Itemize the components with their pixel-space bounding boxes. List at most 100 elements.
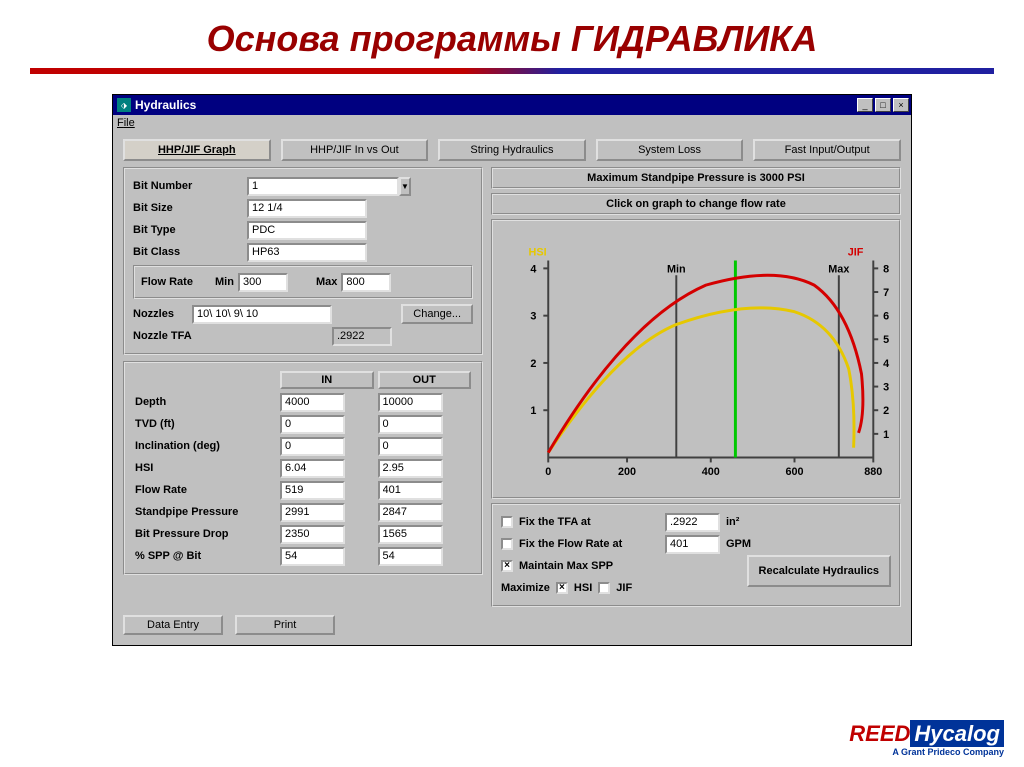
flow-max-label: Max <box>316 276 337 288</box>
chart-panel[interactable]: 1234 12345678 0200400600880 Min Max <box>491 219 901 499</box>
svg-text:7: 7 <box>883 287 889 299</box>
fix-tfa-unit: in² <box>726 516 739 528</box>
nozzle-tfa-value <box>332 327 392 346</box>
fix-flow-label: Fix the Flow Rate at <box>519 538 659 550</box>
titlebar: ⬗ Hydraulics _ □ × <box>113 95 911 115</box>
click-graph-info: Click on graph to change flow rate <box>491 193 901 215</box>
minimize-button[interactable]: _ <box>857 98 873 112</box>
bit-number-value[interactable] <box>247 177 399 196</box>
out-value[interactable] <box>378 459 443 478</box>
logo-subtitle: A Grant Prideco Company <box>849 747 1004 757</box>
tab-string-hydraulics[interactable]: String Hydraulics <box>438 139 586 161</box>
menu-file[interactable]: File <box>117 117 135 129</box>
out-header: OUT <box>376 369 474 391</box>
svg-text:JIF: JIF <box>848 247 864 259</box>
svg-text:HSI: HSI <box>529 247 547 259</box>
menubar: File <box>113 115 911 131</box>
row-label: Inclination (deg) <box>133 435 278 457</box>
footer-logo: REEDHycalog A Grant Prideco Company <box>849 721 1004 757</box>
maximize-label: Maximize <box>501 582 550 594</box>
divider <box>30 68 994 74</box>
fix-tfa-checkbox[interactable] <box>501 516 513 528</box>
fix-tfa-label: Fix the TFA at <box>519 516 659 528</box>
hhp-jif-chart[interactable]: 1234 12345678 0200400600880 Min Max <box>499 227 893 491</box>
maintain-spp-checkbox[interactable]: × <box>501 560 513 572</box>
svg-text:200: 200 <box>618 466 636 478</box>
svg-text:1: 1 <box>883 429 889 441</box>
svg-text:400: 400 <box>702 466 720 478</box>
data-entry-button[interactable]: Data Entry <box>123 615 223 635</box>
out-value[interactable] <box>378 393 443 412</box>
in-value[interactable] <box>280 503 345 522</box>
flow-min-input[interactable] <box>238 273 288 292</box>
bit-class-input[interactable] <box>247 243 367 262</box>
svg-text:3: 3 <box>530 311 536 323</box>
in-value[interactable] <box>280 525 345 544</box>
in-value[interactable] <box>280 393 345 412</box>
in-value[interactable] <box>280 547 345 566</box>
table-row: % SPP @ Bit <box>133 545 473 567</box>
out-value[interactable] <box>378 525 443 544</box>
bit-number-select[interactable]: ▼ <box>247 177 367 196</box>
tab-hhp-jif-inout[interactable]: HHP/JIF In vs Out <box>281 139 429 161</box>
tab-hhp-jif-graph[interactable]: HHP/JIF Graph <box>123 139 271 161</box>
in-value[interactable] <box>280 481 345 500</box>
svg-text:4: 4 <box>530 263 536 275</box>
row-label: HSI <box>133 457 278 479</box>
svg-text:3: 3 <box>883 382 889 394</box>
out-value[interactable] <box>378 547 443 566</box>
nozzles-label: Nozzles <box>133 308 188 320</box>
bit-size-label: Bit Size <box>133 202 243 214</box>
row-label: Standpipe Pressure <box>133 501 278 523</box>
in-value[interactable] <box>280 437 345 456</box>
nozzles-input[interactable] <box>192 305 332 324</box>
out-value[interactable] <box>378 503 443 522</box>
recalculate-button[interactable]: Recalculate Hydraulics <box>747 555 891 587</box>
table-row: Standpipe Pressure <box>133 501 473 523</box>
in-value[interactable] <box>280 415 345 434</box>
hydraulics-window: ⬗ Hydraulics _ □ × File HHP/JIF Graph HH… <box>112 94 912 646</box>
change-button[interactable]: Change... <box>401 304 473 324</box>
out-value[interactable] <box>378 481 443 500</box>
out-value[interactable] <box>378 437 443 456</box>
maximize-hsi-checkbox[interactable]: × <box>556 582 568 594</box>
dropdown-icon[interactable]: ▼ <box>399 177 411 196</box>
tab-fast-io[interactable]: Fast Input/Output <box>753 139 901 161</box>
row-label: Flow Rate <box>133 479 278 501</box>
fix-flow-checkbox[interactable] <box>501 538 513 550</box>
print-button[interactable]: Print <box>235 615 335 635</box>
in-value[interactable] <box>280 459 345 478</box>
bit-class-label: Bit Class <box>133 246 243 258</box>
bit-size-input[interactable] <box>247 199 367 218</box>
maintain-spp-label: Maintain Max SPP <box>519 560 613 572</box>
svg-text:8: 8 <box>883 263 889 275</box>
row-label: Depth <box>133 391 278 413</box>
table-row: TVD (ft) <box>133 413 473 435</box>
svg-text:6: 6 <box>883 311 889 323</box>
svg-text:2: 2 <box>530 358 536 370</box>
tab-system-loss[interactable]: System Loss <box>596 139 744 161</box>
row-label: TVD (ft) <box>133 413 278 435</box>
svg-text:4: 4 <box>883 358 889 370</box>
bit-type-input[interactable] <box>247 221 367 240</box>
maximize-jif-label: JIF <box>616 582 632 594</box>
maximize-jif-checkbox[interactable] <box>598 582 610 594</box>
nozzle-tfa-label: Nozzle TFA <box>133 330 328 342</box>
flow-max-input[interactable] <box>341 273 391 292</box>
max-pressure-info: Maximum Standpipe Pressure is 3000 PSI <box>491 167 901 189</box>
close-button[interactable]: × <box>893 98 909 112</box>
logo-reed: REED <box>849 721 910 746</box>
svg-text:1: 1 <box>530 405 536 417</box>
fix-flow-input[interactable] <box>665 535 720 554</box>
table-row: Flow Rate <box>133 479 473 501</box>
out-value[interactable] <box>378 415 443 434</box>
svg-text:0: 0 <box>545 466 551 478</box>
options-panel: Fix the TFA at in² Fix the Flow Rate at … <box>491 503 901 607</box>
bit-type-label: Bit Type <box>133 224 243 236</box>
table-row: Inclination (deg) <box>133 435 473 457</box>
maximize-button[interactable]: □ <box>875 98 891 112</box>
row-label: Bit Pressure Drop <box>133 523 278 545</box>
slide-title: Основа программы ГИДРАВЛИКА <box>0 0 1024 68</box>
flow-min-label: Min <box>215 276 234 288</box>
fix-tfa-input[interactable] <box>665 513 720 532</box>
